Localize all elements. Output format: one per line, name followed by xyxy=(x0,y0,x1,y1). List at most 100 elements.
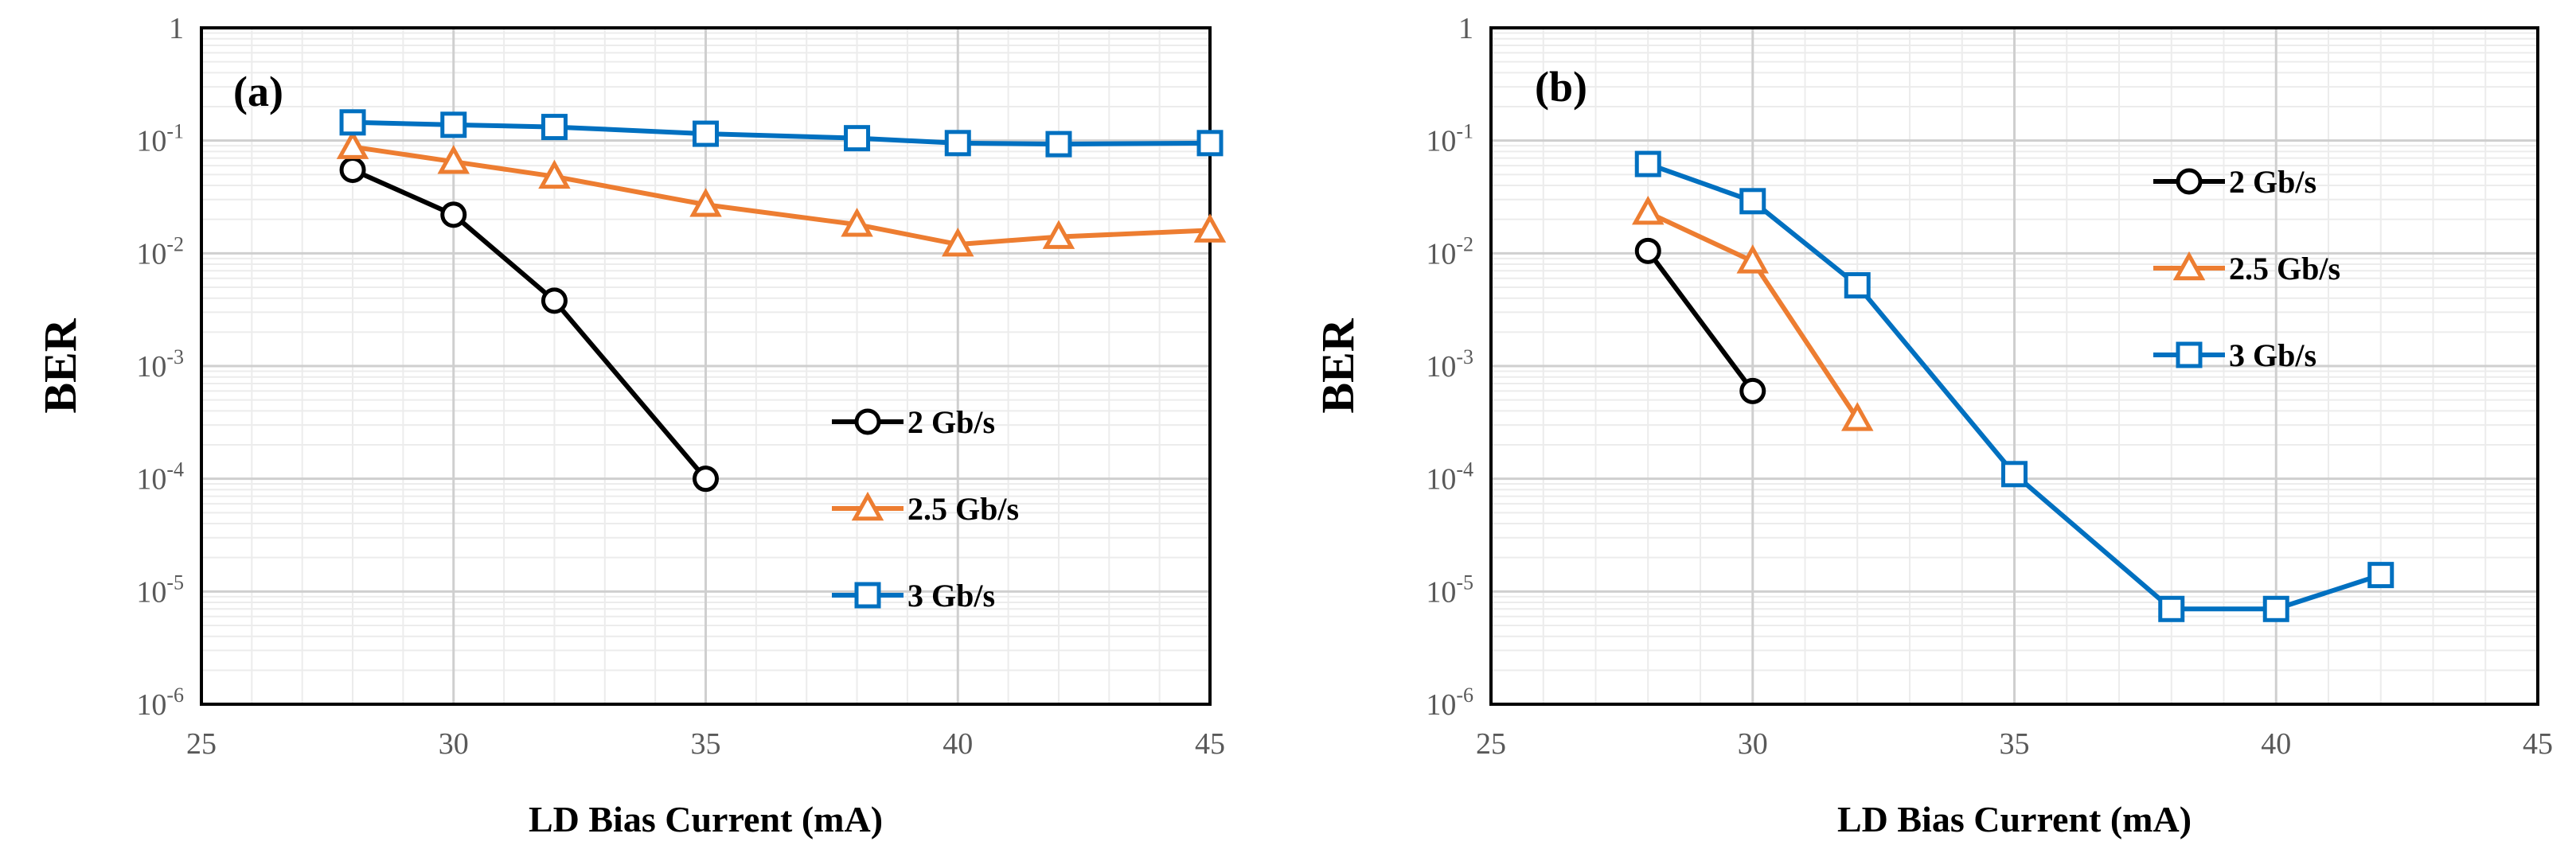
data-point-triangle xyxy=(1736,244,1769,274)
y-tick-label: 10-3 xyxy=(1426,345,1473,384)
data-point-triangle xyxy=(538,159,571,189)
data-point-triangle xyxy=(437,145,470,174)
legend-label: 2 Gb/s xyxy=(2229,164,2316,200)
y-tick-base: 10 xyxy=(136,350,166,384)
panel-label: (b) xyxy=(1535,63,1587,111)
legend-entry: 2.5 Gb/s xyxy=(832,491,1019,527)
series-circle xyxy=(1634,237,1766,404)
y-tick-label: 10-2 xyxy=(1426,232,1473,271)
data-point-square xyxy=(541,114,568,141)
legend-marker-triangle xyxy=(2172,251,2206,281)
legend-marker-square xyxy=(854,582,881,609)
y-tick-exponent: -3 xyxy=(1456,345,1473,368)
legend-label: 3 Gb/s xyxy=(907,578,995,614)
x-tick-label: 25 xyxy=(1476,727,1506,761)
data-point-circle xyxy=(440,201,467,228)
data-point-circle xyxy=(541,287,568,314)
x-tick-label: 40 xyxy=(943,727,973,761)
y-tick-exponent: -4 xyxy=(166,458,184,481)
x-tick-label: 45 xyxy=(1195,727,1225,761)
legend-marker-circle xyxy=(2176,168,2203,195)
series-circle xyxy=(339,156,719,493)
data-point-square xyxy=(1844,272,1871,299)
series-square xyxy=(1634,150,2395,622)
data-point-circle xyxy=(693,466,719,493)
y-tick-label: 10-5 xyxy=(1426,571,1473,609)
legend-entry: 3 Gb/s xyxy=(2153,337,2316,373)
data-point-triangle xyxy=(1193,213,1227,243)
y-tick-exponent: -1 xyxy=(166,120,184,143)
legend-marker-triangle xyxy=(851,491,884,521)
y-tick-base: 10 xyxy=(1426,350,1456,384)
y-tick-exponent: -5 xyxy=(166,571,184,594)
data-point-circle xyxy=(339,156,366,183)
y-tick-base: 10 xyxy=(136,237,166,271)
series-square xyxy=(339,109,1224,158)
y-tick-label: 10-3 xyxy=(136,345,184,384)
y-tick-label: 10-2 xyxy=(136,232,184,271)
data-point-square xyxy=(1045,130,1072,158)
y-tick-base: 10 xyxy=(136,575,166,609)
y-tick-label: 10-1 xyxy=(136,120,184,158)
data-point-square xyxy=(2001,461,2028,488)
legend-entry: 2.5 Gb/s xyxy=(2153,251,2340,286)
y-tick-exponent: -2 xyxy=(1456,232,1473,255)
y-tick-base: 1 xyxy=(169,12,184,45)
x-tick-label: 45 xyxy=(2523,727,2553,761)
y-tick-exponent: -5 xyxy=(1456,571,1473,594)
data-point-triangle xyxy=(1841,402,1874,431)
y-tick-label: 10-6 xyxy=(1426,684,1473,722)
data-point-square xyxy=(1196,130,1224,157)
series-line xyxy=(1645,249,1755,393)
x-axis-title: LD Bias Current (mA) xyxy=(529,799,883,839)
data-point-square xyxy=(944,130,971,157)
y-tick-label: 10-6 xyxy=(136,684,184,722)
data-point-square xyxy=(2367,562,2395,589)
data-point-triangle xyxy=(1042,220,1075,249)
plot-frame xyxy=(200,26,1212,706)
y-tick-base: 10 xyxy=(1426,688,1456,722)
series-triangle xyxy=(1632,195,1874,431)
legend-entry: 2 Gb/s xyxy=(832,404,995,440)
y-axis-title: BER xyxy=(1312,317,1364,413)
series-triangle xyxy=(336,130,1227,257)
x-tick-label: 35 xyxy=(691,727,721,761)
legend-marker-circle xyxy=(854,408,881,435)
data-point-triangle xyxy=(336,130,369,159)
data-point-triangle xyxy=(841,208,873,237)
y-axis-title: BER xyxy=(34,317,86,413)
y-tick-exponent: -6 xyxy=(1456,684,1473,707)
y-tick-base: 10 xyxy=(1426,463,1456,497)
y-tick-base: 10 xyxy=(136,463,166,497)
y-tick-label: 10-1 xyxy=(1426,120,1473,158)
y-tick-base: 10 xyxy=(136,688,166,722)
y-tick-exponent: -2 xyxy=(166,232,184,255)
x-axis-title: LD Bias Current (mA) xyxy=(1837,799,2192,839)
x-tick-label: 35 xyxy=(2000,727,2030,761)
series-line xyxy=(352,144,1211,247)
legend-label: 3 Gb/s xyxy=(2229,337,2316,373)
y-tick-label: 10-4 xyxy=(136,458,184,497)
plot-frame xyxy=(1489,26,2539,706)
legend-label: 2 Gb/s xyxy=(907,404,995,440)
y-tick-base: 10 xyxy=(1426,575,1456,609)
legend-label: 2.5 Gb/s xyxy=(907,491,1019,527)
data-point-square xyxy=(1739,188,1766,215)
y-tick-base: 1 xyxy=(1458,12,1473,45)
series-line xyxy=(351,167,708,481)
data-point-square xyxy=(339,109,366,136)
y-tick-exponent: -1 xyxy=(1456,120,1473,143)
legend-entry: 2 Gb/s xyxy=(2153,164,2316,200)
data-point-square xyxy=(2158,595,2185,622)
x-tick-label: 25 xyxy=(186,727,217,761)
y-tick-exponent: -6 xyxy=(166,684,184,707)
y-tick-label: 10-4 xyxy=(1426,458,1473,497)
data-point-square xyxy=(440,111,467,138)
data-point-square xyxy=(2262,595,2289,622)
x-tick-label: 30 xyxy=(1738,727,1768,761)
y-tick-label: 1 xyxy=(169,12,184,45)
y-tick-exponent: -4 xyxy=(1456,458,1473,481)
